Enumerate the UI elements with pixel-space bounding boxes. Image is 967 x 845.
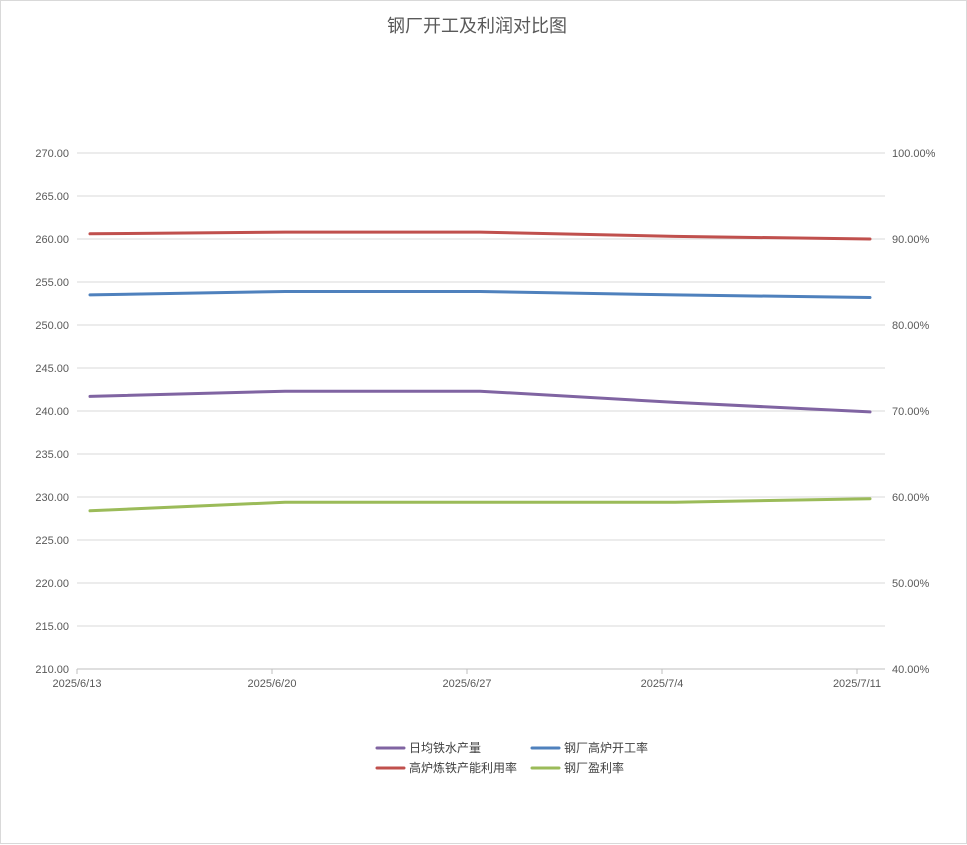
- left-tick-label: 230.00: [35, 492, 69, 504]
- right-tick-label: 90.00%: [892, 234, 930, 246]
- right-axis-ticks: 40.00% 50.00% 60.00% 70.00% 80.00% 90.00% 100.…: [892, 148, 936, 676]
- legend-label: 日均铁水产量: [409, 741, 481, 755]
- x-tick-label: 2025/6/20: [248, 678, 297, 690]
- right-tick-label: 40.00%: [892, 664, 930, 676]
- x-tick-label: 2025/6/27: [443, 678, 492, 690]
- grid-lines: [77, 152, 885, 627]
- right-tick-label: 60.00%: [892, 492, 930, 504]
- legend-label: 高炉炼铁产能利用率: [409, 760, 517, 775]
- left-tick-label: 245.00: [35, 363, 69, 375]
- legend-label: 钢厂盈利率: [564, 760, 624, 775]
- left-tick-label: 220.00: [35, 578, 69, 590]
- right-tick-label: 100.00%: [892, 148, 936, 160]
- x-tick-label: 2025/6/13: [53, 678, 102, 690]
- left-tick-label: 215.00: [35, 621, 69, 633]
- left-tick-label: 250.00: [35, 320, 69, 332]
- series-line-3: [88, 230, 872, 241]
- left-tick-label: 235.00: [35, 449, 69, 461]
- left-axis-ticks: 210.00 215.00 220.00 225.00 230.00 235.00 240.…: [35, 148, 69, 676]
- left-tick-label: 260.00: [35, 234, 69, 246]
- axes: [76, 668, 885, 674]
- right-tick-label: 50.00%: [892, 578, 930, 590]
- left-tick-label: 225.00: [35, 535, 69, 547]
- left-tick-label: 265.00: [35, 191, 69, 203]
- right-tick-label: 70.00%: [892, 406, 930, 418]
- x-tick-label: 2025/7/4: [641, 678, 684, 690]
- series-line-2: [88, 290, 872, 299]
- right-tick-label: 80.00%: [892, 320, 930, 332]
- left-tick-label: 270.00: [35, 148, 69, 160]
- series-lines: [88, 230, 872, 513]
- left-tick-label: 255.00: [35, 277, 69, 289]
- series-line-4: [88, 497, 872, 513]
- left-tick-label: 240.00: [35, 406, 69, 418]
- left-tick-label: 210.00: [35, 664, 69, 676]
- legend-label: 钢厂高炉开工率: [564, 740, 648, 755]
- x-tick-label: 2025/7/11: [833, 678, 881, 690]
- chart-title: 钢厂开工及利润对比图: [387, 16, 567, 37]
- series-line-1: [88, 389, 872, 414]
- x-axis-ticks: 2025/6/13 2025/6/20 2025/6/27 2025/7/4 2025/…: [53, 678, 882, 690]
